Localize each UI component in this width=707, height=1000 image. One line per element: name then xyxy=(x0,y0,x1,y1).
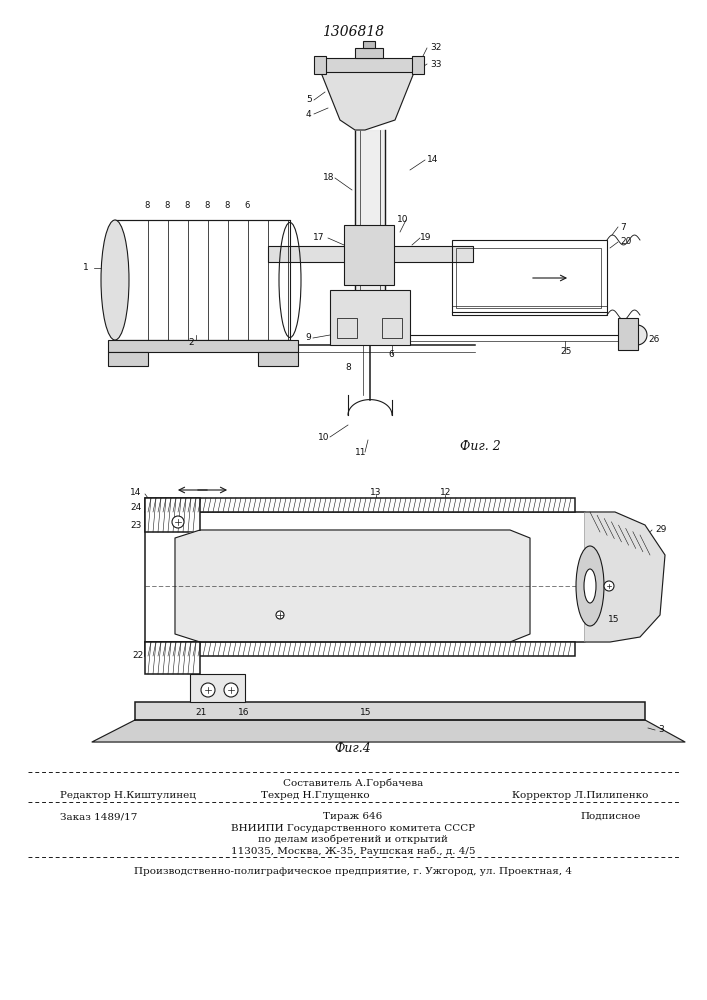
Text: 13: 13 xyxy=(370,488,382,497)
FancyBboxPatch shape xyxy=(314,56,326,74)
Text: 21: 21 xyxy=(195,708,206,717)
Text: ВНИИПИ Государственного комитета СССР: ВНИИПИ Государственного комитета СССР xyxy=(231,824,475,833)
Text: 22: 22 xyxy=(132,651,144,660)
FancyBboxPatch shape xyxy=(412,56,424,74)
Text: 4: 4 xyxy=(306,110,312,119)
Circle shape xyxy=(604,581,614,591)
Text: 12: 12 xyxy=(440,488,451,497)
Text: 25: 25 xyxy=(560,347,571,356)
Text: 6: 6 xyxy=(244,201,250,210)
FancyBboxPatch shape xyxy=(618,318,638,350)
FancyBboxPatch shape xyxy=(330,290,410,345)
Text: 9: 9 xyxy=(305,333,311,342)
Text: 8: 8 xyxy=(164,201,170,210)
Text: 17: 17 xyxy=(313,233,325,242)
Text: 10: 10 xyxy=(397,215,409,224)
Text: Фиг.4: Фиг.4 xyxy=(334,742,371,755)
FancyBboxPatch shape xyxy=(108,352,148,366)
Text: 6: 6 xyxy=(388,350,394,359)
Text: 14: 14 xyxy=(427,155,438,164)
Text: 20: 20 xyxy=(620,237,631,246)
FancyBboxPatch shape xyxy=(135,702,645,720)
Text: 1: 1 xyxy=(83,263,89,272)
Text: 5: 5 xyxy=(306,95,312,104)
Text: 8: 8 xyxy=(144,201,149,210)
Polygon shape xyxy=(320,70,415,130)
FancyBboxPatch shape xyxy=(145,512,585,642)
Text: Фиг. 2: Фиг. 2 xyxy=(460,440,501,453)
Text: 14: 14 xyxy=(130,488,141,497)
FancyBboxPatch shape xyxy=(108,340,298,352)
FancyBboxPatch shape xyxy=(318,58,420,72)
Text: 23: 23 xyxy=(130,521,141,530)
Text: Подписное: Подписное xyxy=(580,812,641,821)
Text: 26: 26 xyxy=(648,335,660,344)
FancyBboxPatch shape xyxy=(145,498,575,512)
FancyBboxPatch shape xyxy=(145,642,200,674)
Text: 10: 10 xyxy=(318,433,329,442)
Text: 113035, Москва, Ж-35, Раушская наб., д. 4/5: 113035, Москва, Ж-35, Раушская наб., д. … xyxy=(230,846,475,856)
Text: 19: 19 xyxy=(420,233,431,242)
Circle shape xyxy=(172,516,184,528)
Text: 15: 15 xyxy=(608,615,619,624)
FancyBboxPatch shape xyxy=(344,225,394,285)
FancyBboxPatch shape xyxy=(355,48,383,58)
Text: 8: 8 xyxy=(345,363,351,372)
Text: Редактор Н.Киштулинец: Редактор Н.Киштулинец xyxy=(60,791,196,800)
Text: 32: 32 xyxy=(430,43,441,52)
Circle shape xyxy=(224,683,238,697)
Text: 8: 8 xyxy=(224,201,229,210)
Text: 8: 8 xyxy=(204,201,209,210)
Text: Заказ 1489/17: Заказ 1489/17 xyxy=(60,812,137,821)
Ellipse shape xyxy=(576,546,604,626)
Text: по делам изобретений и открытий: по делам изобретений и открытий xyxy=(258,835,448,844)
Text: 7: 7 xyxy=(620,223,626,232)
Text: 33: 33 xyxy=(430,60,441,69)
Circle shape xyxy=(276,611,284,619)
Text: 24: 24 xyxy=(130,503,141,512)
Text: 16: 16 xyxy=(238,708,250,717)
Text: Техред Н.Глущенко: Техред Н.Глущенко xyxy=(261,791,369,800)
Text: 15: 15 xyxy=(360,708,371,717)
Text: 8: 8 xyxy=(184,201,189,210)
Text: 3: 3 xyxy=(658,725,664,734)
Text: Производственно-полиграфическое предприятие, г. Ужгород, ул. Проектная, 4: Производственно-полиграфическое предприя… xyxy=(134,867,572,876)
Text: 11: 11 xyxy=(355,448,366,457)
Polygon shape xyxy=(175,530,530,642)
Text: 2: 2 xyxy=(188,338,194,347)
Text: Тираж 646: Тираж 646 xyxy=(323,812,382,821)
Circle shape xyxy=(627,325,647,345)
Polygon shape xyxy=(585,512,665,642)
Circle shape xyxy=(201,683,215,697)
Text: Корректор Л.Пилипенко: Корректор Л.Пилипенко xyxy=(512,791,648,800)
FancyBboxPatch shape xyxy=(268,246,473,262)
Text: 1306818: 1306818 xyxy=(322,25,384,39)
FancyBboxPatch shape xyxy=(363,41,375,48)
Text: 29: 29 xyxy=(655,525,667,534)
Ellipse shape xyxy=(584,569,596,603)
Text: Составитель А.Горбачева: Составитель А.Горбачева xyxy=(283,779,423,788)
FancyBboxPatch shape xyxy=(258,352,298,366)
Ellipse shape xyxy=(101,220,129,340)
FancyBboxPatch shape xyxy=(145,498,200,532)
FancyBboxPatch shape xyxy=(190,674,245,702)
Polygon shape xyxy=(92,720,685,742)
FancyBboxPatch shape xyxy=(145,642,575,656)
Text: 18: 18 xyxy=(323,173,334,182)
